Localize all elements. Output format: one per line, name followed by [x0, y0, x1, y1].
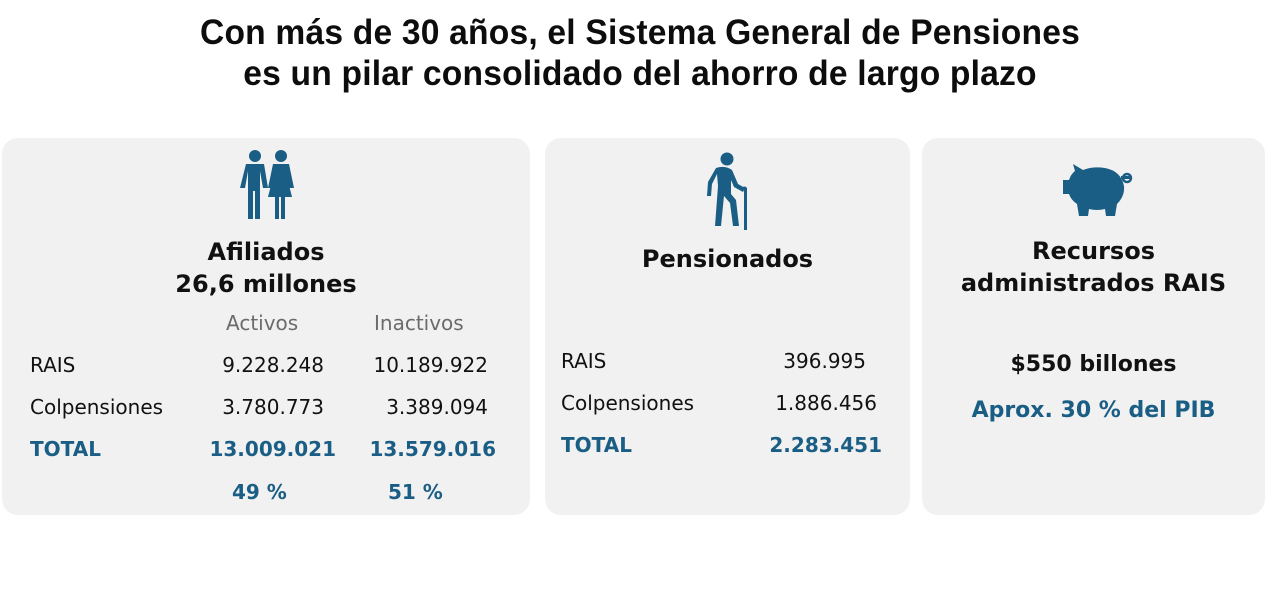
- column-header-inactivos: Inactivos: [374, 311, 464, 335]
- pensionados-card: Pensionados RAIS 396.995 Colpensiones 1.…: [545, 138, 910, 515]
- couple-icon: [240, 150, 294, 219]
- total-label: TOTAL: [30, 437, 101, 461]
- activos-percent: 49 %: [232, 480, 287, 504]
- recursos-pib-note: Aprox. 30 % del PIB: [971, 398, 1216, 423]
- inactivos-value: 10.189.922: [373, 353, 488, 377]
- row-value: 396.995: [783, 349, 866, 373]
- afiliados-card: Afiliados 26,6 millones Activos Inactivo…: [2, 138, 530, 515]
- inactivos-total: 13.579.016: [369, 437, 496, 461]
- recursos-amount: $550 billones: [1010, 352, 1177, 377]
- inactivos-percent: 51 %: [388, 480, 443, 504]
- column-header-activos: Activos: [226, 311, 299, 335]
- inactivos-value: 3.389.094: [386, 395, 488, 419]
- elderly-person-cane-icon: [707, 152, 747, 230]
- recursos-card: Recursos administrados RAIS $550 billone…: [922, 138, 1265, 515]
- row-label: Colpensiones: [30, 395, 164, 419]
- row-label: RAIS: [30, 353, 76, 377]
- page-title: Con más de 30 años, el Sistema General d…: [0, 12, 1280, 94]
- row-label: Colpensiones: [561, 391, 695, 415]
- row-value: 1.886.456: [775, 391, 877, 415]
- total-label: TOTAL: [561, 433, 632, 457]
- afiliados-heading: Afiliados: [207, 238, 325, 266]
- activos-total: 13.009.021: [209, 437, 336, 461]
- recursos-heading-line-2: administrados RAIS: [960, 269, 1227, 297]
- title-line-1: Con más de 30 años, el Sistema General d…: [199, 13, 1081, 52]
- piggy-bank-icon: [1063, 163, 1133, 216]
- afiliados-total-millones: 26,6 millones: [175, 270, 357, 298]
- title-line-2: es un pilar consolidado del ahorro de la…: [243, 54, 1037, 93]
- activos-value: 3.780.773: [222, 395, 324, 419]
- activos-value: 9.228.248: [222, 353, 324, 377]
- total-value: 2.283.451: [769, 433, 882, 457]
- row-label: RAIS: [561, 349, 607, 373]
- recursos-heading-line-1: Recursos: [1032, 237, 1155, 265]
- pensionados-heading: Pensionados: [641, 245, 814, 273]
